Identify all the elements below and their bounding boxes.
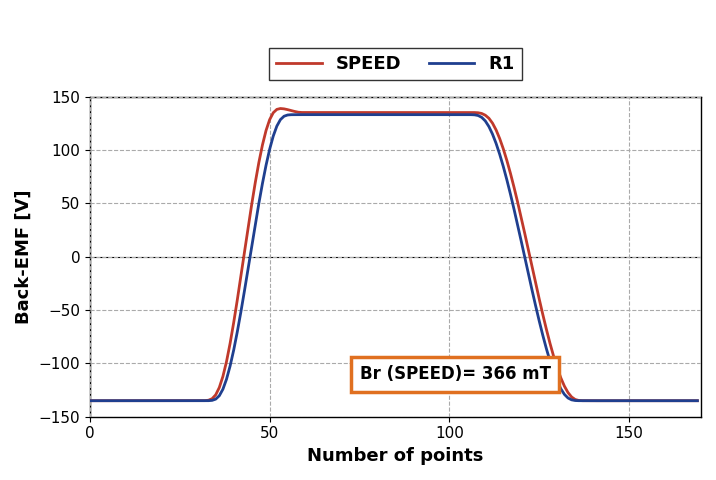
X-axis label: Number of points: Number of points — [307, 447, 483, 465]
R1 — [86, 398, 95, 404]
SPEED — [384, 109, 392, 115]
R1 — [409, 112, 417, 118]
SPEED — [86, 398, 95, 404]
R1 — [632, 398, 641, 404]
R1 — [693, 398, 702, 404]
SPEED — [632, 398, 641, 404]
SPEED — [316, 109, 324, 115]
Text: Br (SPEED)= 366 mT: Br (SPEED)= 366 mT — [359, 365, 551, 384]
SPEED — [409, 109, 417, 115]
R1 — [384, 112, 392, 118]
SPEED — [693, 398, 702, 404]
R1 — [316, 112, 324, 118]
R1 — [298, 112, 306, 118]
SPEED — [172, 398, 180, 404]
SPEED — [276, 106, 285, 111]
Legend: SPEED, R1: SPEED, R1 — [269, 48, 522, 80]
R1 — [380, 112, 389, 118]
SPEED — [380, 109, 389, 115]
Y-axis label: Back-EMF [V]: Back-EMF [V] — [15, 190, 33, 324]
Line: SPEED: SPEED — [90, 108, 697, 401]
Line: R1: R1 — [90, 115, 697, 401]
R1 — [172, 398, 180, 404]
